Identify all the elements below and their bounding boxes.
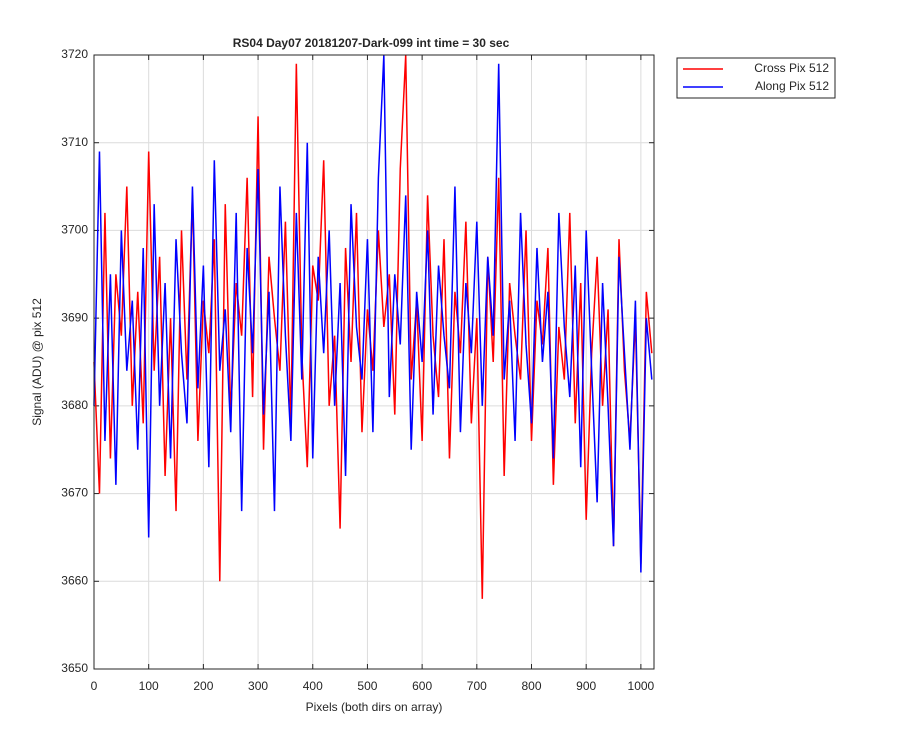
y-tick-label: 3720 <box>61 47 88 61</box>
x-tick-label: 500 <box>357 679 377 693</box>
y-tick-label: 3650 <box>61 661 88 675</box>
y-tick-label: 3690 <box>61 310 88 324</box>
x-tick-label: 1000 <box>628 679 655 693</box>
x-tick-label: 900 <box>576 679 596 693</box>
legend-label: Along Pix 512 <box>755 79 829 93</box>
x-tick-label: 100 <box>139 679 159 693</box>
series-line <box>93 54 653 599</box>
x-tick-label: 0 <box>91 679 98 693</box>
y-tick-label: 3680 <box>61 398 88 412</box>
axes-box <box>93 54 655 670</box>
y-tick-label: 3660 <box>61 573 88 587</box>
y-tick-label: 3700 <box>61 223 88 237</box>
x-axis-label: Pixels (both dirs on array) <box>306 700 443 714</box>
x-tick-label: 400 <box>303 679 323 693</box>
y-tick-label: 3710 <box>61 135 88 149</box>
legend-label: Cross Pix 512 <box>754 61 829 75</box>
x-tick-label: 300 <box>248 679 268 693</box>
series-line <box>93 54 653 573</box>
x-tick-label: 800 <box>521 679 541 693</box>
x-tick-label: 200 <box>193 679 213 693</box>
y-tick-label: 3670 <box>61 486 88 500</box>
legend-box <box>676 57 836 99</box>
chart-title: RS04 Day07 20181207-Dark-099 int time = … <box>233 36 510 50</box>
x-tick-label: 600 <box>412 679 432 693</box>
x-tick-label: 700 <box>467 679 487 693</box>
y-axis-label: Signal (ADU) @ pix 512 <box>30 298 44 426</box>
